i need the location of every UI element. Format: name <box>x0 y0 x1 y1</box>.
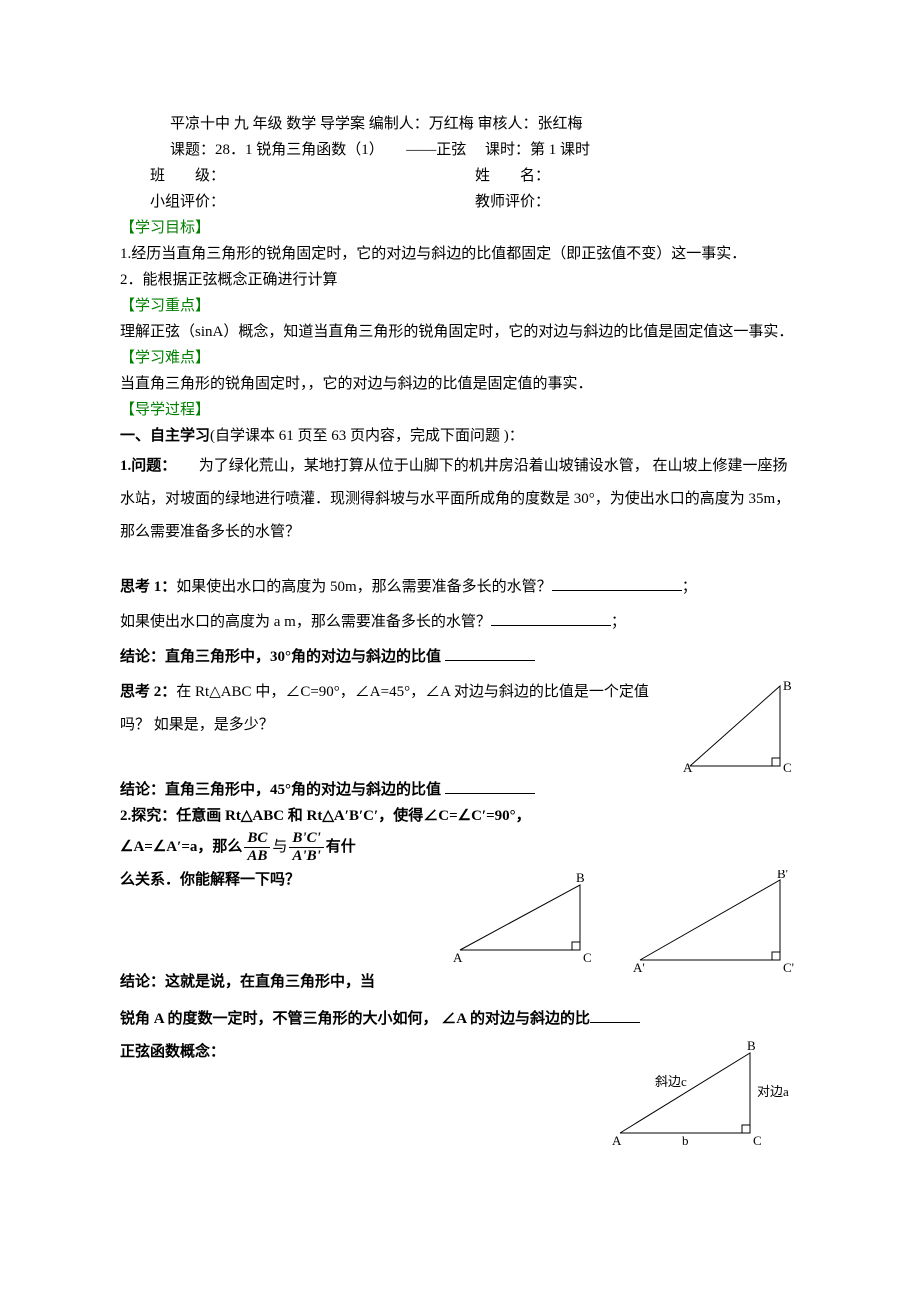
conclusion2-text: 结论：直角三角形中，45°角的对边与斜边的比值 <box>120 782 441 798</box>
section-focus-title: 【学习重点】 <box>120 294 800 318</box>
svg-text:B: B <box>747 1038 756 1053</box>
think1-b-text: 如果使出水口的高度为 a m，那么需要准备多长的水管？ <box>120 614 491 630</box>
blank-2[interactable] <box>491 610 611 626</box>
form-row-2: 小组评价： 教师评价： <box>120 190 800 214</box>
two-triangles: A B C A' B' C' <box>450 870 800 975</box>
focus-text: 理解正弦（sinA）概念，知道当直角三角形的锐角固定时，它的对边与斜边的比值是固… <box>120 320 800 344</box>
zizhu-title: 一、自主学习 <box>120 428 210 444</box>
section-proc-title: 【导学过程】 <box>120 398 800 422</box>
tri1-label-a: A <box>683 760 693 775</box>
q1-label: 1.问题： <box>120 458 169 474</box>
teacher-eval-field: 教师评价： <box>475 190 800 214</box>
tri1-label-c: C <box>783 760 792 775</box>
conclusion1-text: 结论：直角三角形中，30°角的对边与斜边的比值 <box>120 649 441 665</box>
svg-text:C: C <box>753 1133 762 1148</box>
q2-line-d: 么关系．你能解释一下吗？ <box>120 868 450 892</box>
q2-text-c: 有什 <box>326 835 356 859</box>
think-1-line-b: 如果使出水口的高度为 a m，那么需要准备多长的水管？； <box>120 606 800 639</box>
section-diff-title: 【学习难点】 <box>120 346 800 370</box>
q2-line-b: ∠A=∠A′=a，那么 BC AB 与 B'C' A'B' 有什 <box>120 830 800 864</box>
svg-text:A: A <box>612 1133 622 1148</box>
conclusion3b-text: 锐角 A 的度数一定时，不管三角形的大小如何， ∠A 的对边与斜边的比 <box>120 1011 590 1027</box>
triangle-abc-svg: A B C <box>450 870 600 965</box>
frac-den-apb: A'B' <box>289 848 323 865</box>
q1-text: 为了绿化荒山，某地打算从位于山脚下的机井房沿着山坡铺设水管， 在山坡上修建一座扬… <box>120 458 790 540</box>
conclusion-1: 结论：直角三角形中，30°角的对边与斜边的比值 <box>120 641 800 674</box>
blank-1[interactable] <box>552 575 682 591</box>
svg-text:A: A <box>453 950 463 965</box>
tri1-label-b: B <box>783 678 792 693</box>
form-row-1: 班 级： 姓 名： <box>120 164 800 188</box>
svg-text:b: b <box>682 1133 689 1148</box>
svg-text:B: B <box>576 870 585 885</box>
goal-item-1: 1.经历当直角三角形的锐角固定时，它的对边与斜边的比值都固定（即正弦值不变）这一… <box>120 242 800 266</box>
conclusion-3b: 锐角 A 的度数一定时，不管三角形的大小如何， ∠A 的对边与斜边的比 <box>120 1003 800 1036</box>
q2-text-b: ∠A=∠A′=a，那么 <box>120 835 242 859</box>
blank-3[interactable] <box>445 645 535 661</box>
conclusion-3a: 结论：这就是说，在直角三角形中，当 <box>120 966 450 999</box>
svg-text:C': C' <box>783 960 794 975</box>
think1-text: 如果使出水口的高度为 50m，那么需要准备多长的水管？ <box>176 579 551 595</box>
zizhu-title-line: 一、自主学习(自学课本 61 页至 63 页内容，完成下面问题 )： <box>120 424 800 448</box>
name-field: 姓 名： <box>475 164 800 188</box>
fraction-bc-ab: BC AB <box>244 830 270 864</box>
svg-text:A': A' <box>633 960 645 975</box>
blank-5[interactable] <box>590 1007 640 1023</box>
frac-den-ab: AB <box>244 848 270 865</box>
q2-with-figures: 么关系．你能解释一下吗？ 结论：这就是说，在直角三角形中，当 A B C A' … <box>120 866 800 1001</box>
think2-label: 思考 2： <box>120 684 176 700</box>
q2-line-a: 2.探究：任意画 Rt△ABC 和 Rt△A′B′C′，使得∠C=∠C′=90°… <box>120 804 800 828</box>
figure-right-triangle-1: A B C <box>680 676 800 776</box>
think2-text: 在 Rt△ABC 中，∠C=90°，∠A=45°，∠A 对边与斜边的比值是一个定… <box>120 684 649 733</box>
and-word: 与 <box>272 835 287 859</box>
diff-text: 当直角三角形的锐角固定时，，它的对边与斜边的比值是固定值的事实． <box>120 372 800 396</box>
class-field: 班 级： <box>120 164 475 188</box>
header-line-1: 平凉十中 九 年级 数学 导学案 编制人：万红梅 审核人：张红梅 <box>120 112 800 136</box>
svg-text:B': B' <box>777 870 788 881</box>
svg-text:C: C <box>583 950 592 965</box>
think1-label: 思考 1： <box>120 579 176 595</box>
section-goal-title: 【学习目标】 <box>120 216 800 240</box>
triangle-apbpcp-svg: A' B' C' <box>630 870 800 975</box>
fraction-bpc-apb: B'C' A'B' <box>289 830 323 864</box>
svg-text:斜边c: 斜边c <box>655 1074 687 1089</box>
group-eval-field: 小组评价： <box>120 190 475 214</box>
question-1: 1.问题： 为了绿化荒山，某地打算从位于山脚下的机井房沿着山坡铺设水管， 在山坡… <box>120 450 800 549</box>
think-1-line-a: 思考 1：如果使出水口的高度为 50m，那么需要准备多长的水管？； <box>120 571 800 604</box>
q2-text-a: 任意画 Rt△ABC 和 Rt△A′B′C′，使得∠C=∠C′=90°， <box>176 808 530 824</box>
frac-num-bpc: B'C' <box>289 830 323 848</box>
svg-text:对边a: 对边a <box>757 1084 789 1099</box>
zizhu-title-paren: (自学课本 61 页至 63 页内容，完成下面问题 )： <box>210 428 524 444</box>
blank-4[interactable] <box>445 778 535 794</box>
sine-concept-title: 正弦函数概念： <box>120 1040 600 1064</box>
sine-concept-row: 正弦函数概念： A B C 斜边c 对边a b <box>120 1038 800 1148</box>
conclusion-2: 结论：直角三角形中，45°角的对边与斜边的比值 <box>120 778 800 802</box>
goal-item-2: 2．能根据正弦概念正确进行计算 <box>120 268 800 292</box>
figure-labeled-triangle: A B C 斜边c 对边a b <box>600 1038 800 1148</box>
frac-num-bc: BC <box>244 830 270 848</box>
header-line-2: 课题：28．1 锐角三角函数（1） ——正弦 课时：第 1 课时 <box>120 138 800 162</box>
q2-label: 2.探究： <box>120 808 176 824</box>
